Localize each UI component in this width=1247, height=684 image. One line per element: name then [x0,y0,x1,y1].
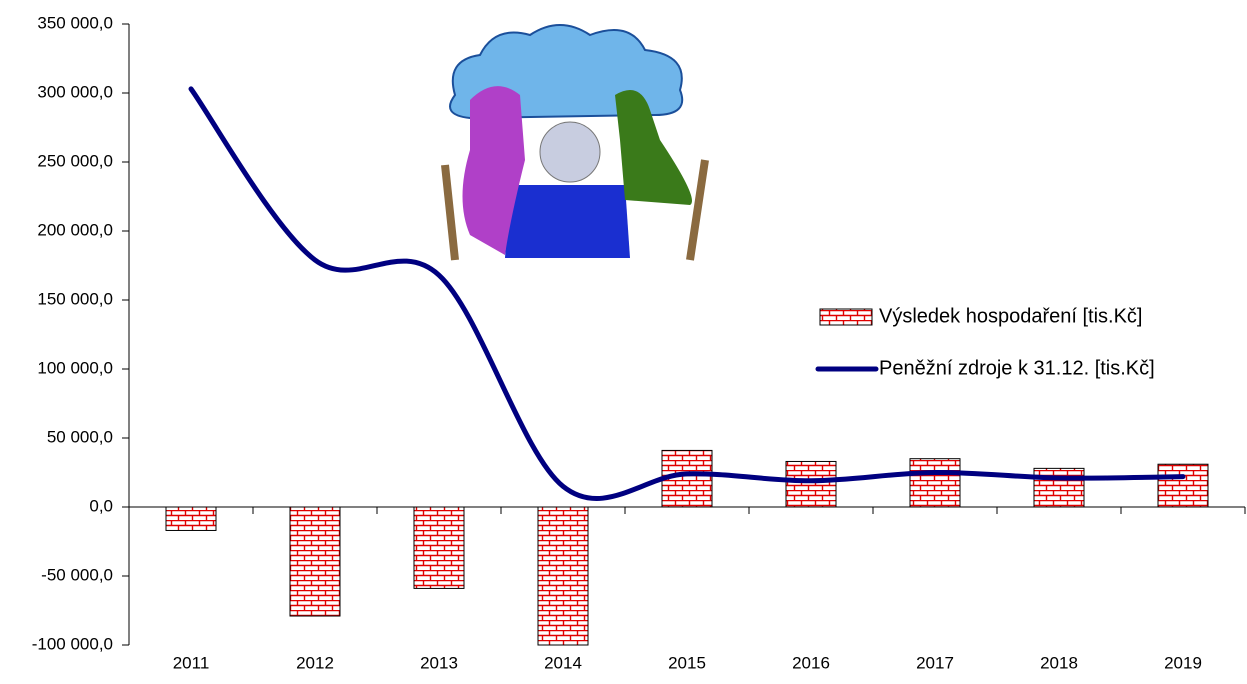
clipart [445,25,705,260]
bar [786,461,836,507]
bar [1034,468,1084,507]
y-tick-label: 100 000,0 [37,358,113,377]
bar [414,507,464,588]
x-tick-label: 2016 [792,653,830,672]
y-tick-label: 250 000,0 [37,151,113,170]
x-tick-label: 2019 [1164,653,1202,672]
x-tick-label: 2012 [296,653,334,672]
x-tick-label: 2017 [916,653,954,672]
y-tick-label: 50 000,0 [47,427,113,446]
bar [290,507,340,616]
y-tick-label: 0,0 [89,496,113,515]
chart: -100 000,0 -50 000,0 0,0 50 000,0 100 000,0 1… [0,0,1247,684]
bar [166,507,216,530]
legend-swatch [820,309,872,325]
line [191,89,1183,499]
y-tick-label: 200 000,0 [37,220,113,239]
y-tick-label: 150 000,0 [37,289,113,308]
bar [538,507,588,645]
x-tick-label: 2013 [420,653,458,672]
y-tick-label: -100 000,0 [32,634,113,653]
y-tick-label: 300 000,0 [37,82,113,101]
bar [1158,464,1208,507]
bar [910,459,960,507]
legend-label: Výsledek hospodaření [tis.Kč] [879,305,1142,327]
legend-label: Peněžní zdroje k 31.12. [tis.Kč] [879,357,1155,379]
x-tick-label: 2015 [668,653,706,672]
y-tick-label: 350 000,0 [37,13,113,32]
x-tick-label: 2014 [544,653,582,672]
x-tick-label: 2018 [1040,653,1078,672]
x-tick-label: 2011 [173,653,210,672]
y-tick-label: -50 000,0 [41,565,113,584]
